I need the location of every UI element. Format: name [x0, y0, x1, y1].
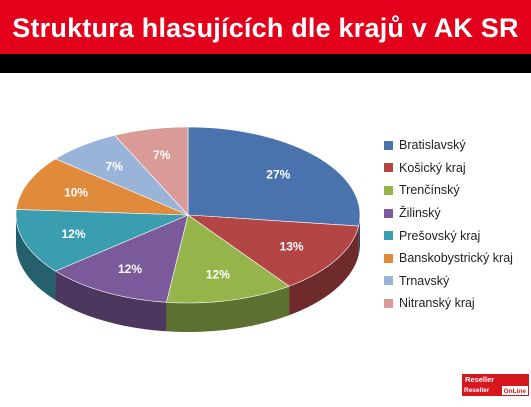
pie-side-trencinsky	[166, 286, 290, 332]
data-label-zilinsky: 12%	[118, 262, 142, 276]
logo-line2-a: Reseller Magazine	[462, 385, 501, 405]
pie-slice-bratislavsky	[187, 126, 361, 227]
legend-swatch	[384, 231, 393, 241]
pie-side-kosicky-kraj	[289, 226, 359, 316]
data-label-trencinsky: 12%	[206, 268, 230, 282]
legend-item-bratislavsky: Bratislavský	[384, 134, 529, 157]
logo-line1: Reseller Magazine	[462, 374, 529, 395]
pie-slice-zilinsky	[54, 214, 189, 303]
data-label-presovsky-kraj: 12%	[61, 227, 85, 241]
title-bar	[0, 0, 531, 54]
legend-label: Žilinský	[399, 206, 441, 221]
logo-line2-b: OnLine	[500, 385, 529, 396]
legend-swatch	[384, 140, 393, 150]
legend-label: Nitranský kraj	[399, 296, 475, 311]
legend-swatch	[384, 185, 393, 195]
pie-slice-trnavsky	[54, 135, 189, 216]
pie-slice-kosicky-kraj	[186, 214, 360, 287]
legend-swatch	[384, 298, 393, 308]
legend-swatch	[384, 208, 393, 218]
reseller-magazine-logo: Reseller Magazine Reseller Magazine OnLi…	[462, 374, 529, 405]
legend-swatch	[384, 253, 393, 263]
pie-slice-banskobystricky-kraj	[15, 158, 189, 216]
legend-item-kosicky-kraj: Košický kraj	[384, 157, 529, 180]
chart-legend: Bratislavský Košický kraj Trenčínský Žilins…	[384, 134, 529, 315]
pie-chart: 27% 13% 12% 12% 12% 10% 7% 7%	[15, 126, 361, 332]
legend-swatch	[384, 276, 393, 286]
logo-line2: Reseller Magazine OnLine	[462, 385, 529, 405]
pie-slice-nitransky-kraj	[114, 126, 189, 216]
legend-item-banskobystricky-kraj: Banskobystrický kraj	[384, 247, 529, 270]
legend-label: Bratislavský	[399, 138, 466, 153]
chart-area: 27% 13% 12% 12% 12% 10% 7% 7%	[0, 73, 531, 400]
legend-label: Trnavský	[399, 273, 450, 288]
legend-item-presovsky-kraj: Prešovský kraj	[384, 224, 529, 247]
pie-side-presovsky-kraj	[16, 215, 56, 301]
page-title: Struktura hlasujících dle krajů v AK SR	[12, 13, 519, 43]
data-label-banskobystricky-kraj: 10%	[64, 185, 88, 199]
data-label-nitransky-kraj: 7%	[153, 148, 171, 162]
legend-item-nitransky-kraj: Nitranský kraj	[384, 292, 529, 315]
pie-side-zilinsky	[55, 271, 167, 332]
legend-label: Košický kraj	[399, 160, 466, 175]
legend-label: Banskobystrický kraj	[399, 251, 513, 266]
pie-slice-presovsky-kraj	[15, 209, 189, 272]
black-band	[0, 54, 531, 73]
legend-label: Prešovský kraj	[399, 228, 481, 243]
legend-item-trnavsky: Trnavský	[384, 270, 529, 293]
legend-item-trencinsky: Trenčínský	[384, 179, 529, 202]
legend-item-zilinsky: Žilinský	[384, 202, 529, 225]
data-label-bratislavsky: 27%	[266, 167, 290, 181]
legend-swatch	[384, 163, 393, 173]
data-label-trnavsky: 7%	[106, 159, 124, 173]
legend-label: Trenčínský	[399, 183, 460, 198]
data-label-kosicky-kraj: 13%	[280, 239, 304, 253]
pie-slice-trencinsky	[166, 214, 290, 304]
